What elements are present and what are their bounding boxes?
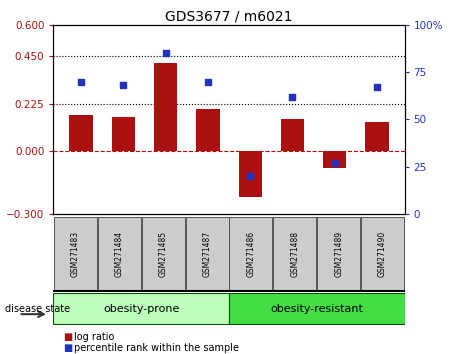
Point — [77, 79, 85, 84]
Point — [246, 173, 254, 179]
Bar — [196, 109, 219, 151]
Point — [204, 79, 212, 84]
Text: obesity-prone: obesity-prone — [103, 304, 179, 314]
Text: GSM271483: GSM271483 — [71, 231, 80, 277]
Bar — [365, 121, 389, 151]
Bar — [69, 115, 93, 151]
FancyBboxPatch shape — [229, 293, 405, 324]
FancyBboxPatch shape — [142, 217, 185, 291]
Text: log ratio: log ratio — [74, 332, 115, 342]
FancyBboxPatch shape — [53, 293, 229, 324]
Bar — [323, 151, 346, 168]
FancyBboxPatch shape — [361, 217, 404, 291]
FancyBboxPatch shape — [54, 217, 97, 291]
Text: GSM271489: GSM271489 — [334, 231, 343, 277]
Text: GSM271490: GSM271490 — [378, 231, 387, 277]
Text: GSM271484: GSM271484 — [115, 231, 124, 277]
FancyBboxPatch shape — [98, 217, 141, 291]
Title: GDS3677 / m6021: GDS3677 / m6021 — [165, 10, 293, 24]
Text: GSM271487: GSM271487 — [203, 231, 212, 277]
Point — [120, 82, 127, 88]
Point — [162, 50, 169, 56]
Bar — [281, 120, 304, 151]
Text: percentile rank within the sample: percentile rank within the sample — [74, 343, 239, 353]
Text: ■: ■ — [63, 332, 72, 342]
Text: obesity-resistant: obesity-resistant — [270, 304, 363, 314]
Point — [289, 94, 296, 99]
Text: GSM271488: GSM271488 — [290, 231, 299, 277]
Bar — [154, 63, 177, 151]
Bar — [112, 118, 135, 151]
Point — [373, 85, 381, 90]
Text: GSM271486: GSM271486 — [246, 231, 255, 277]
Point — [331, 160, 339, 166]
FancyBboxPatch shape — [273, 217, 316, 291]
FancyBboxPatch shape — [317, 217, 360, 291]
FancyBboxPatch shape — [186, 217, 229, 291]
Text: ■: ■ — [63, 343, 72, 353]
Text: disease state: disease state — [5, 304, 70, 314]
Text: GSM271485: GSM271485 — [159, 231, 168, 277]
FancyBboxPatch shape — [229, 217, 272, 291]
Bar — [239, 151, 262, 197]
